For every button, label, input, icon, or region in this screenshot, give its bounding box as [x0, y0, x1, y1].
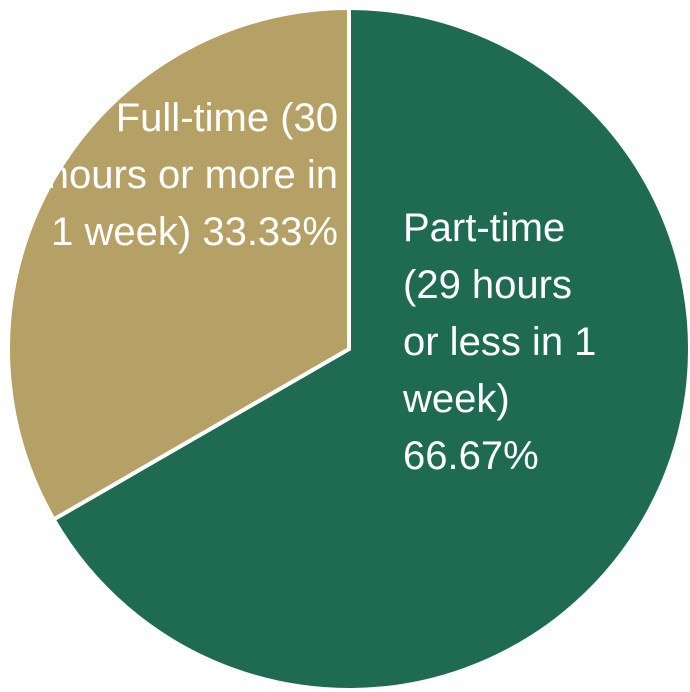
pie-slice	[6, 5, 351, 523]
slice-label: Part-time (29 hours or less in 1 week) 6…	[403, 200, 613, 485]
pie-slice	[50, 5, 690, 692]
value-label: 33.33%	[202, 210, 338, 254]
category-label: Part-time (29 hours or less in 1 week)	[403, 206, 597, 421]
slice-label: Full-time (30 hours or more in 1 week) 3…	[18, 90, 338, 261]
category-label: Full-time (30 hours or more in 1 week)	[46, 96, 338, 254]
value-label: 66.67%	[403, 434, 539, 478]
